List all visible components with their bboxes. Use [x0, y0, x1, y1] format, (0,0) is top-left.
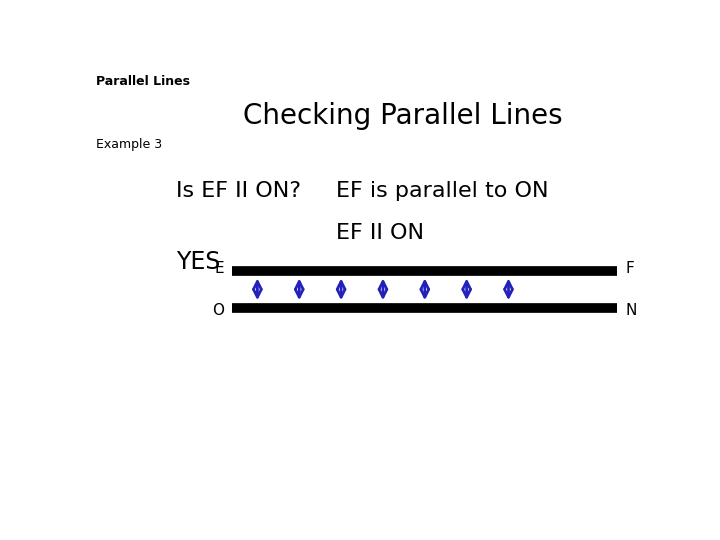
Text: O: O — [212, 302, 224, 318]
Text: Is EF II ON?: Is EF II ON? — [176, 181, 302, 201]
Text: E: E — [215, 261, 224, 276]
Text: Checking Parallel Lines: Checking Parallel Lines — [243, 102, 562, 130]
Text: F: F — [626, 261, 634, 276]
Text: Parallel Lines: Parallel Lines — [96, 75, 189, 88]
Text: YES: YES — [176, 250, 221, 274]
Text: Example 3: Example 3 — [96, 138, 162, 151]
Text: EF is parallel to ON: EF is parallel to ON — [336, 181, 548, 201]
Text: N: N — [626, 302, 637, 318]
Text: EF II ON: EF II ON — [336, 223, 423, 243]
